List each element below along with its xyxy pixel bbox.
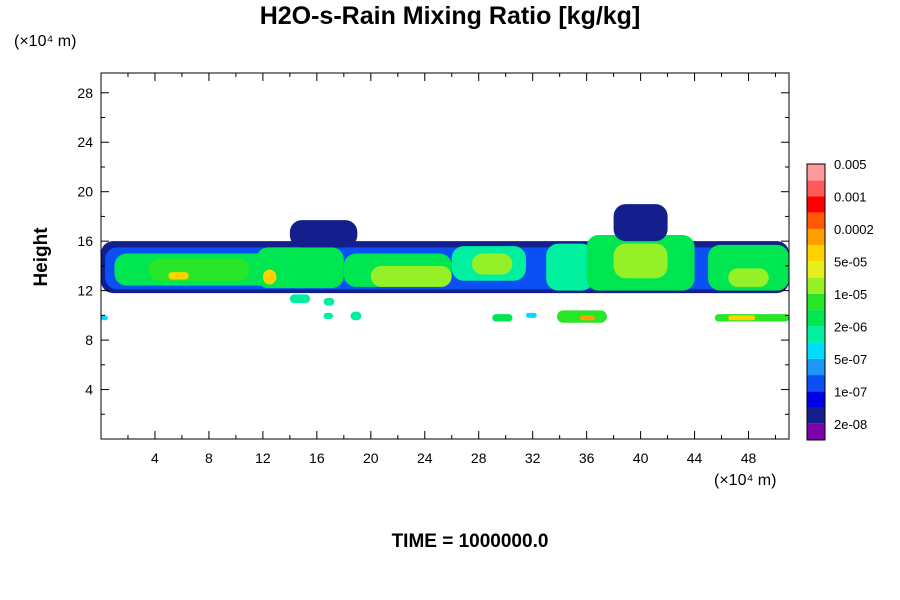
x-tick-label: 4 xyxy=(151,450,159,466)
contour-region xyxy=(101,315,108,321)
contour-region xyxy=(289,220,358,248)
x-tick-label: 36 xyxy=(579,450,595,466)
y-tick-label: 4 xyxy=(85,382,93,398)
x-tick-label: 20 xyxy=(363,450,379,466)
contour-region xyxy=(728,268,769,287)
contour-region xyxy=(708,244,789,291)
y-tick-label: 20 xyxy=(77,184,93,200)
contour-region xyxy=(289,294,311,303)
contour-region xyxy=(350,311,362,321)
x-tick-label: 28 xyxy=(471,450,487,466)
legend-label: 5e-07 xyxy=(834,352,867,367)
legend-swatch xyxy=(807,212,825,229)
contour-region xyxy=(525,312,537,318)
color-legend: 2e-08 1e-07 5e-07 2e-06 1e-05 5e-05 0.0002 0.00… xyxy=(806,157,874,441)
legend-label: 2e-06 xyxy=(834,319,867,334)
y-tick-label: 24 xyxy=(77,134,93,150)
x-tick-label: 24 xyxy=(417,450,433,466)
legend-label: 2e-08 xyxy=(834,417,867,432)
contour-region xyxy=(613,243,668,279)
legend-label: 0.005 xyxy=(834,157,867,172)
y-tick-label: 12 xyxy=(77,283,93,299)
time-label: TIME = 1000000.0 xyxy=(391,531,549,552)
y-tick-label: 28 xyxy=(77,85,93,101)
legend-swatch xyxy=(807,245,825,262)
legend-swatch xyxy=(807,196,825,213)
legend-swatch xyxy=(807,326,825,343)
contour-region xyxy=(613,204,668,242)
legend-frame xyxy=(806,163,826,441)
contour-region xyxy=(262,269,277,285)
legend-swatch xyxy=(807,375,825,392)
legend-swatch xyxy=(807,277,825,294)
legend-label: 0.0002 xyxy=(834,222,874,237)
legend-swatch xyxy=(807,180,825,197)
contour-region xyxy=(323,312,334,320)
contour-region xyxy=(370,265,452,287)
x-tick-label: 48 xyxy=(741,450,757,466)
contour-region xyxy=(492,314,513,322)
legend-swatch xyxy=(807,164,825,181)
y-tick-label: 16 xyxy=(77,233,93,249)
x-axis-unit: (×10⁴ m) xyxy=(714,472,777,489)
chart-title: H2O-s-Rain Mixing Ratio [kg/kg] xyxy=(259,2,641,30)
x-tick-label: 16 xyxy=(309,450,325,466)
y-tick-label: 8 xyxy=(85,332,93,348)
legend-swatch xyxy=(807,407,825,424)
legend-label: 0.001 xyxy=(834,189,867,204)
legend-swatch xyxy=(807,358,825,376)
legend-swatch xyxy=(807,261,825,278)
legend-swatch xyxy=(807,423,825,440)
y-axis-unit: (×10⁴ m) xyxy=(14,33,77,50)
contour-plot xyxy=(101,204,789,323)
contour-regions xyxy=(101,204,789,323)
legend-swatch xyxy=(807,391,825,408)
x-tick-label: 32 xyxy=(525,450,541,466)
contour-region xyxy=(471,253,513,275)
legend-label: 1e-05 xyxy=(834,287,867,302)
x-tick-label: 12 xyxy=(255,450,271,466)
plot-frame xyxy=(100,72,790,440)
contour-region xyxy=(168,272,189,280)
x-tick-label: 44 xyxy=(687,450,703,466)
legend-swatch xyxy=(807,293,825,311)
contour-region xyxy=(579,315,595,321)
legend-swatch xyxy=(807,310,825,327)
contour-region xyxy=(728,315,756,321)
x-tick-label: 40 xyxy=(633,450,649,466)
legend-swatch xyxy=(807,342,825,359)
legend-label: 1e-07 xyxy=(834,384,867,399)
contour-region xyxy=(256,247,344,289)
legend-swatch xyxy=(807,228,825,246)
contour-region xyxy=(323,298,335,306)
legend-label: 5e-05 xyxy=(834,254,867,269)
contour-region xyxy=(546,243,594,291)
x-tick-label: 8 xyxy=(205,450,213,466)
contour-region xyxy=(148,258,250,281)
